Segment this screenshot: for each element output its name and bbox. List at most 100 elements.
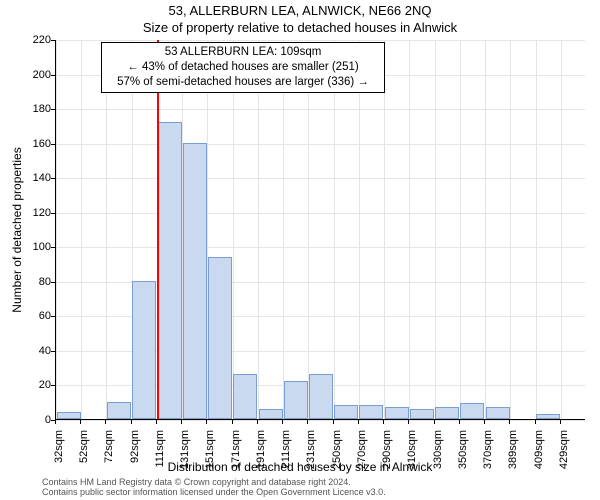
y-axis-label: Number of detached properties [10,147,24,312]
gridline-horizontal [56,178,585,179]
annotation-line: ← 43% of detached houses are smaller (25… [108,60,378,75]
histogram-bar [284,381,308,419]
ytick-label: 60 [39,310,51,322]
gridline-vertical [485,40,486,419]
xtick-mark [333,420,334,424]
gridline-vertical [460,40,461,419]
gridline-vertical [56,40,57,419]
chart-title: 53, ALLERBURN LEA, ALNWICK, NE66 2NQ [0,3,600,18]
xtick-mark [206,420,207,424]
xtick-mark [105,420,106,424]
gridline-vertical [308,40,309,419]
footer-line: Contains public sector information licen… [42,488,386,498]
footer-attribution: Contains HM Land Registry data © Crown c… [42,478,386,498]
gridline-horizontal [56,144,585,145]
histogram-bar [233,374,257,419]
plot-area: 53 ALLERBURN LEA: 109sqm← 43% of detache… [55,40,585,420]
xtick-mark [383,420,384,424]
histogram-bar [435,407,459,419]
xtick-mark [459,420,460,424]
gridline-vertical [510,40,511,419]
histogram-bar [486,407,510,419]
xtick-label: 92sqm [129,430,141,463]
xtick-mark [358,420,359,424]
gridline-horizontal [56,40,585,41]
histogram-bar [536,414,560,419]
gridline-horizontal [56,420,585,421]
xtick-mark [535,420,536,424]
ytick-mark [51,351,55,352]
xtick-label: 52sqm [78,430,90,463]
ytick-label: 40 [39,345,51,357]
ytick-mark [51,75,55,76]
gridline-horizontal [56,109,585,110]
ytick-label: 20 [39,379,51,391]
ytick-mark [51,144,55,145]
gridline-horizontal [56,247,585,248]
annotation-line: 57% of semi-detached houses are larger (… [108,75,378,90]
ytick-label: 200 [33,69,51,81]
ytick-label: 120 [33,207,51,219]
gridline-vertical [409,40,410,419]
ytick-label: 100 [33,241,51,253]
ytick-mark [51,178,55,179]
xtick-mark [282,420,283,424]
ytick-mark [51,316,55,317]
ytick-mark [51,213,55,214]
xtick-mark [484,420,485,424]
ytick-mark [51,109,55,110]
xtick-mark [257,420,258,424]
histogram-bar [410,409,434,419]
gridline-vertical [561,40,562,419]
xtick-label: 72sqm [103,430,115,463]
ytick-label: 80 [39,276,51,288]
gridline-vertical [536,40,537,419]
xtick-mark [55,420,56,424]
histogram-bar [107,402,131,419]
gridline-vertical [258,40,259,419]
histogram-bar [385,407,409,419]
gridline-vertical [233,40,234,419]
gridline-vertical [283,40,284,419]
xtick-mark [156,420,157,424]
ytick-label: 0 [45,414,51,426]
gridline-vertical [384,40,385,419]
ytick-label: 160 [33,138,51,150]
xtick-mark [232,420,233,424]
ytick-label: 220 [33,34,51,46]
xtick-label: 32sqm [53,430,65,463]
xtick-mark [307,420,308,424]
histogram-bar [334,405,358,419]
gridline-horizontal [56,213,585,214]
xtick-mark [408,420,409,424]
histogram-bar [57,412,81,419]
xtick-mark [434,420,435,424]
ytick-mark [51,282,55,283]
gridline-vertical [81,40,82,419]
xtick-mark [80,420,81,424]
xtick-mark [181,420,182,424]
ytick-mark [51,385,55,386]
x-axis-label: Distribution of detached houses by size … [0,460,600,474]
gridline-vertical [334,40,335,419]
histogram-bar [132,281,156,419]
chart-container: 53, ALLERBURN LEA, ALNWICK, NE66 2NQ Siz… [0,0,600,500]
xtick-mark [560,420,561,424]
gridline-vertical [435,40,436,419]
histogram-bar [183,143,207,419]
histogram-bar [359,405,383,419]
gridline-vertical [106,40,107,419]
ytick-mark [51,40,55,41]
ytick-mark [51,247,55,248]
xtick-mark [509,420,510,424]
histogram-bar [259,409,283,419]
annotation-line: 53 ALLERBURN LEA: 109sqm [108,45,378,60]
annotation-box: 53 ALLERBURN LEA: 109sqm← 43% of detache… [101,42,385,93]
ytick-label: 180 [33,103,51,115]
histogram-bar [208,257,232,419]
chart-subtitle: Size of property relative to detached ho… [0,20,600,35]
gridline-vertical [359,40,360,419]
property-marker-line [157,40,159,419]
histogram-bar [460,403,484,419]
xtick-mark [131,420,132,424]
